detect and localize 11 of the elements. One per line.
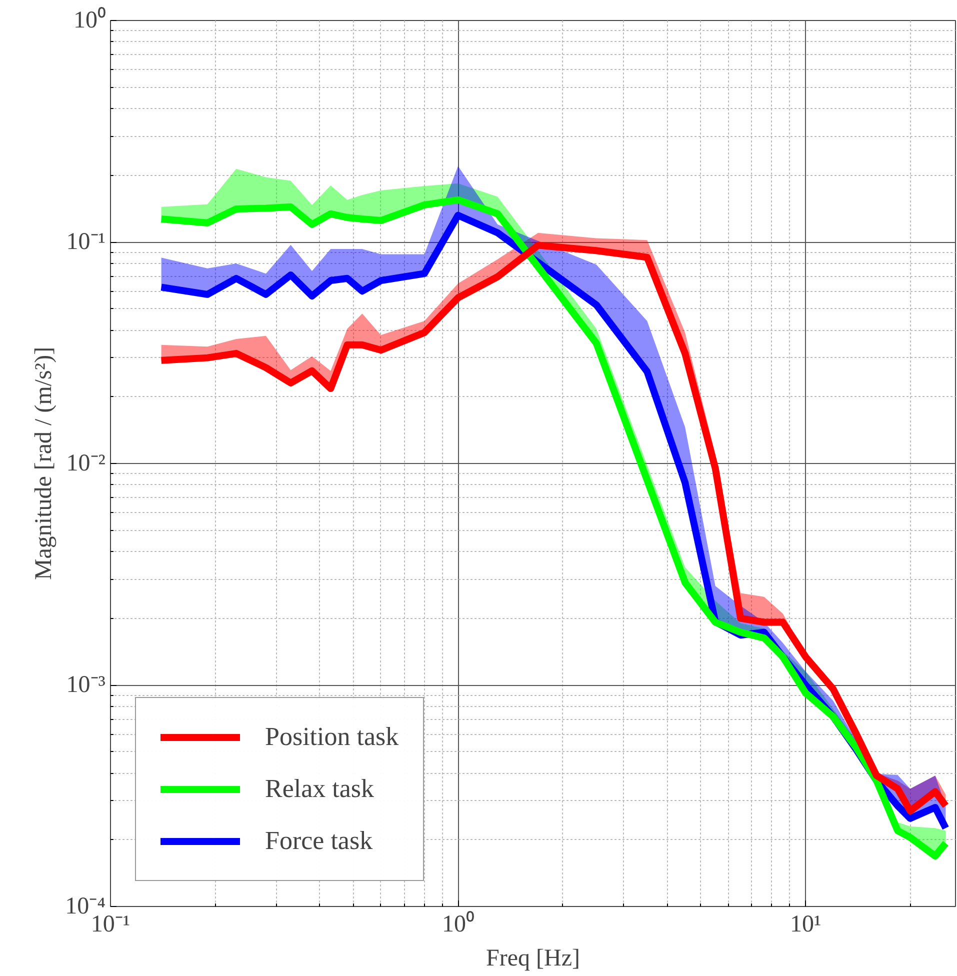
x-axis-title: Freq [Hz] (486, 946, 580, 972)
x-tick-label: 10⁰ (442, 910, 474, 938)
x-tick-label: 10¹ (790, 912, 822, 938)
y-tick-label: 10⁻² (66, 450, 106, 476)
y-axis-title: Magnitude [rad / (m/s²)] (31, 346, 58, 580)
y-tick-label: 10⁰ (74, 6, 106, 34)
y-tick-label: 10⁻³ (66, 672, 106, 698)
legend-label: Position task (265, 722, 399, 752)
legend-label: Relax task (265, 774, 374, 804)
y-tick-label: 10⁻¹ (66, 229, 106, 255)
legend-label: Force task (265, 826, 373, 856)
